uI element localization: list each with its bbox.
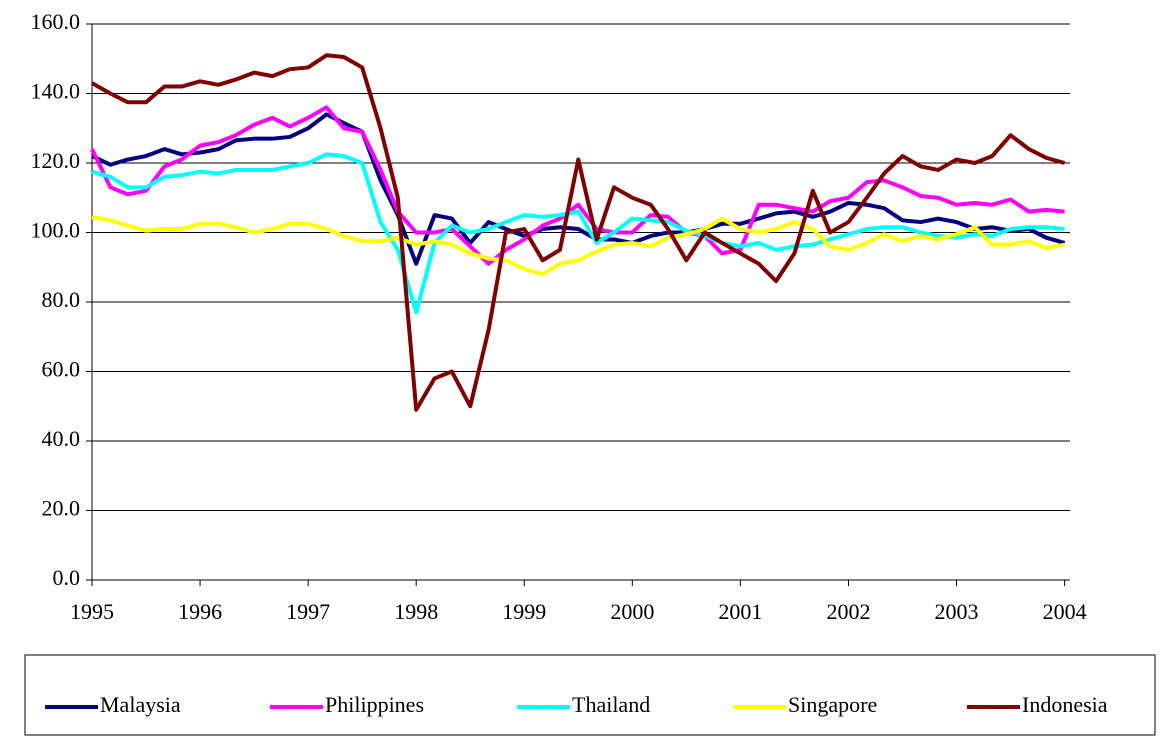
x-tick-label: 1999 (502, 599, 546, 624)
y-tick-label: 80.0 (42, 287, 81, 312)
series-line (91, 152, 1065, 315)
x-tick-label: 2002 (826, 599, 870, 624)
y-tick-label: 140.0 (31, 79, 81, 104)
y-tick-label: 20.0 (42, 496, 81, 521)
x-tick-label: 1997 (286, 599, 330, 624)
series-line (91, 53, 1066, 412)
legend-label: Singapore (788, 692, 877, 717)
y-tick-label: 40.0 (42, 426, 81, 451)
legend-box (24, 654, 1156, 736)
y-tick-label: 160.0 (31, 9, 81, 34)
series-line (90, 105, 1065, 266)
x-tick-label: 2004 (1043, 599, 1087, 624)
series-line (91, 214, 1065, 277)
x-tick-label: 2003 (935, 599, 979, 624)
x-tick-label: 1996 (178, 599, 222, 624)
legend-label: Malaysia (100, 692, 181, 717)
y-tick-label: 60.0 (42, 357, 81, 382)
x-tick-label: 2001 (718, 599, 762, 624)
legend-label: Philippines (325, 692, 424, 717)
legend-label: Indonesia (1022, 692, 1108, 717)
x-tick-label: 1998 (394, 599, 438, 624)
y-tick-label: 120.0 (31, 148, 81, 173)
x-tick-label: 2000 (610, 599, 654, 624)
y-tick-label: 100.0 (31, 218, 81, 243)
y-tick-label: 0.0 (53, 565, 81, 590)
series-line (91, 112, 1066, 266)
x-tick-label: 1995 (70, 599, 114, 624)
legend-label: Thailand (572, 692, 650, 717)
